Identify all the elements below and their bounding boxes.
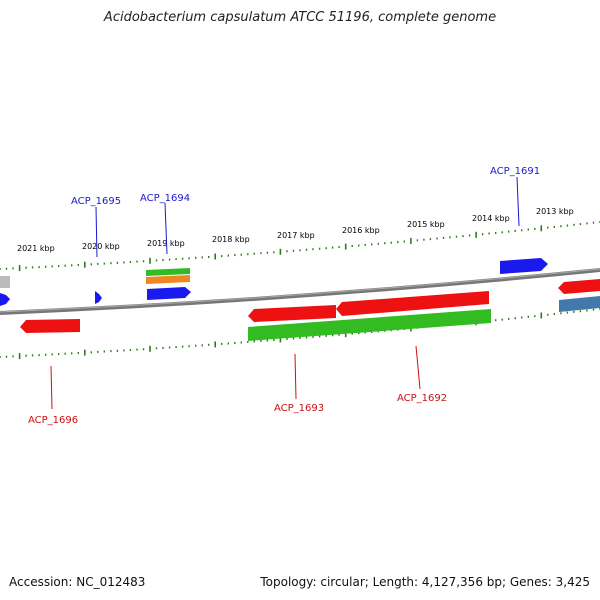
gene-green-long[interactable] [248,309,491,341]
gene-label-acp-1692: ACP_1692 [397,393,447,404]
scale-label: 2019 kbp [147,239,185,248]
leader-acp-1696 [50,365,53,410]
gene-label-acp-1696: ACP_1696 [28,415,78,426]
leader-acp-1691 [516,176,520,227]
gene-gray-left[interactable] [0,276,10,288]
genome-backbone [0,268,600,315]
outer-scale-ticks [0,221,600,272]
map-title: Acidobacterium capsulatum ATCC 51196, co… [103,10,497,25]
gene-right-red[interactable] [558,279,600,294]
scale-label: 2020 kbp [82,242,120,251]
gene-label-acp-1693: ACP_1693 [274,403,324,414]
leader-acp-1695 [95,206,98,258]
gene-acp-1691[interactable] [500,258,548,274]
gene-acp-1696[interactable] [20,319,80,333]
gene-acp-1694[interactable] [147,287,191,300]
gene-acp-1695[interactable] [95,291,102,304]
gene-acp-1693[interactable] [248,305,336,322]
scale-label: 2014 kbp [472,214,510,223]
inner-scale-ticks [0,308,600,360]
gene-label-acp-1691: ACP_1691 [490,166,540,177]
gene-right-steel[interactable] [559,296,600,312]
gene-acp-1694-green[interactable] [146,268,190,276]
genome-backbone-highlight [0,268,600,313]
accession-text: Accession: NC_012483 [9,575,146,589]
leader-acp-1692 [415,345,421,390]
gene-label-acp-1694: ACP_1694 [140,193,190,204]
scale-label: 2016 kbp [342,226,380,235]
scale-label: 2017 kbp [277,231,315,240]
scale-label: 2015 kbp [407,220,445,229]
gene-label-acp-1695: ACP_1695 [71,196,121,207]
leader-acp-1694 [164,202,168,255]
scale-label: 2021 kbp [17,244,55,253]
gene-acp-1692[interactable] [336,291,489,316]
scale-label: 2018 kbp [212,235,250,244]
genome-summary-text: Topology: circular; Length: 4,127,356 bp… [260,575,590,589]
scale-label: 2013 kbp [536,207,574,216]
gene-acp-1694-orange[interactable] [146,275,190,284]
leader-acp-1693 [294,353,297,400]
gene-arrow-left[interactable] [0,293,10,306]
